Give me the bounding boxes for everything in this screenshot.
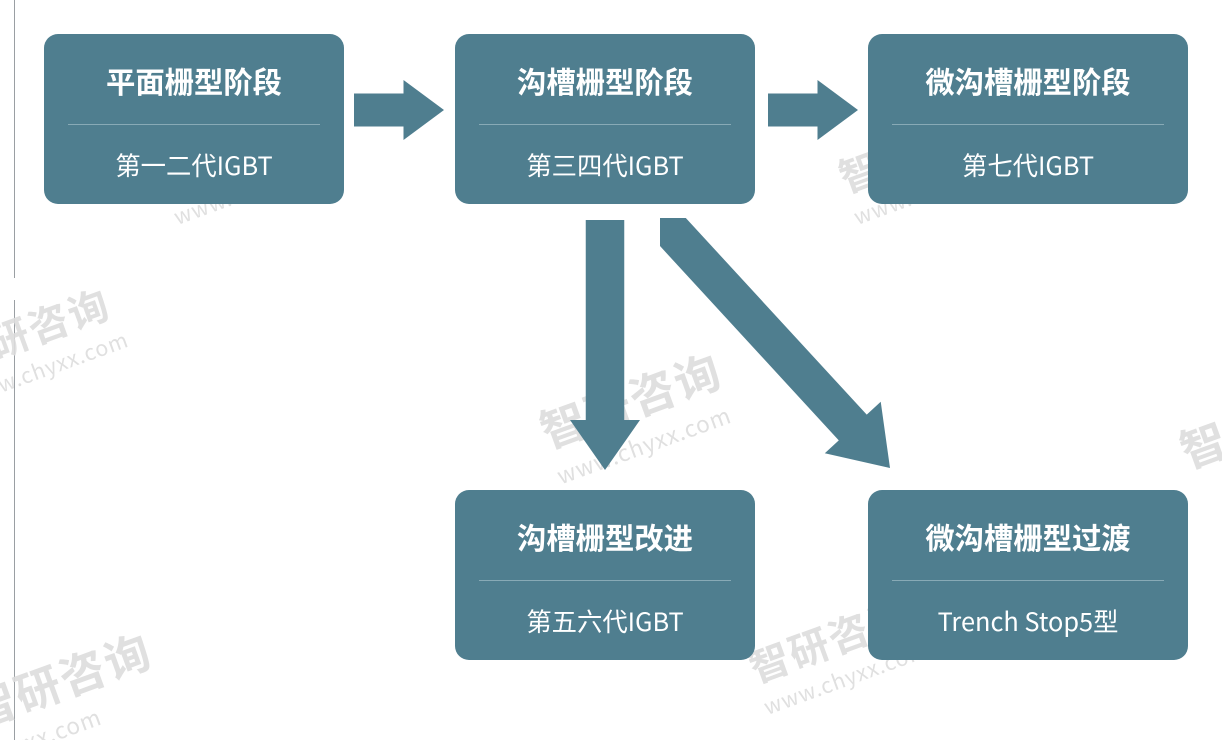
- node-title: 微沟槽栅型阶段: [886, 60, 1170, 102]
- flow-node-n2: 沟槽栅型阶段第三四代IGBT: [455, 34, 755, 204]
- node-subtitle: 第三四代IGBT: [473, 147, 737, 183]
- left-guide-line: [14, 0, 15, 278]
- node-title: 沟槽栅型改进: [473, 516, 737, 558]
- node-subtitle: 第七代IGBT: [886, 147, 1170, 183]
- arrow-right-icon: [354, 80, 444, 140]
- diagram-canvas: 智研咨询www.chyxx.com智研咨询www.chyxx.com智研咨询ww…: [0, 0, 1222, 740]
- arrow-right-icon: [768, 80, 858, 140]
- node-divider: [892, 580, 1164, 581]
- flow-node-n1: 平面栅型阶段第一二代IGBT: [44, 34, 344, 204]
- node-subtitle: 第一二代IGBT: [62, 147, 326, 183]
- watermark: 智研咨询www.chyxx.com: [0, 271, 133, 412]
- node-divider: [479, 580, 731, 581]
- node-divider: [892, 124, 1164, 125]
- node-title: 微沟槽栅型过渡: [886, 516, 1170, 558]
- node-subtitle: Trench Stop5型: [886, 603, 1170, 639]
- left-guide-line: [14, 300, 15, 740]
- node-title: 沟槽栅型阶段: [473, 60, 737, 102]
- flow-node-n3: 微沟槽栅型阶段第七代IGBT: [868, 34, 1188, 204]
- node-divider: [479, 124, 731, 125]
- watermark: 智研咨询chyxx.com: [0, 615, 171, 740]
- watermark: 智: [1170, 404, 1222, 482]
- arrow-down-icon: [570, 220, 640, 470]
- arrow-diagonal-icon: [660, 218, 890, 468]
- flow-node-n4: 沟槽栅型改进第五六代IGBT: [455, 490, 755, 660]
- node-divider: [68, 124, 320, 125]
- node-title: 平面栅型阶段: [62, 60, 326, 102]
- flow-node-n5: 微沟槽栅型过渡 Trench Stop5型: [868, 490, 1188, 660]
- node-subtitle: 第五六代IGBT: [473, 603, 737, 639]
